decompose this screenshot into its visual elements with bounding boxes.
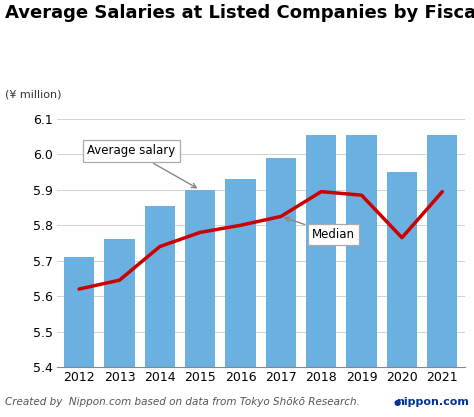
Text: Average salary: Average salary <box>87 144 196 188</box>
Bar <box>266 158 296 367</box>
Bar <box>185 190 215 367</box>
Bar <box>104 239 135 367</box>
Text: ●: ● <box>393 397 401 407</box>
Bar <box>306 135 337 367</box>
Bar <box>64 257 94 367</box>
Bar <box>427 135 457 367</box>
Text: Average Salaries at Listed Companies by Fiscal Year: Average Salaries at Listed Companies by … <box>5 4 474 22</box>
Text: Median: Median <box>285 217 355 241</box>
Bar <box>145 206 175 367</box>
Bar <box>387 172 417 367</box>
Text: nippon.com: nippon.com <box>396 397 469 407</box>
Text: (¥ million): (¥ million) <box>5 90 61 100</box>
Text: Created by  Nippon.com based on data from Tokyo Shōkō Research.: Created by Nippon.com based on data from… <box>5 397 360 407</box>
Bar <box>346 135 377 367</box>
Bar <box>225 179 255 367</box>
